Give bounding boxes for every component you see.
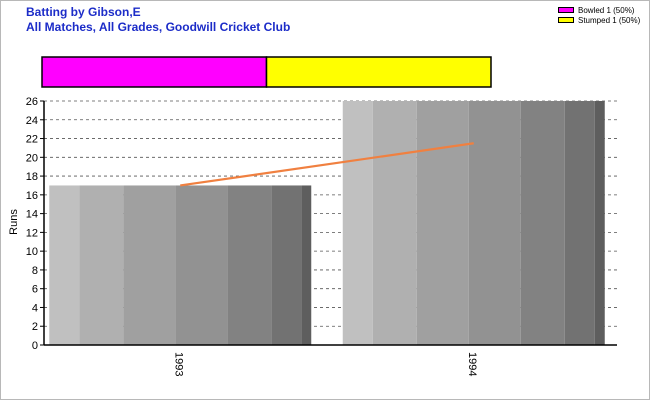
y-tick-label: 12 [26, 227, 38, 239]
y-tick-label: 14 [26, 209, 38, 221]
x-tick-label: 1994 [466, 352, 478, 376]
chart-subtitle: All Matches, All Grades, Goodwill Cricke… [26, 20, 291, 34]
bar-1994 [520, 101, 565, 345]
y-tick-label: 24 [26, 115, 38, 127]
y-axis-title: Runs [8, 209, 20, 235]
bar-1993 [301, 185, 312, 345]
y-tick-label: 26 [26, 96, 38, 108]
y-tick-label: 18 [26, 171, 38, 183]
axes [43, 101, 617, 346]
y-tick-label: 4 [32, 302, 38, 314]
trend-line-group [180, 142, 474, 187]
y-tick-label: 2 [32, 321, 38, 333]
bar-1993 [79, 185, 124, 345]
legend-label-bowled: Bowled 1 (50%) [578, 5, 635, 15]
y-tick-label: 10 [26, 246, 38, 258]
trend-line [180, 142, 474, 187]
y-tick-label: 6 [32, 284, 38, 296]
dismissal-segment-bowled [41, 56, 268, 88]
legend-swatch-stumped [558, 17, 574, 23]
bar-1994 [342, 101, 373, 345]
y-tick-label: 8 [32, 265, 38, 277]
legend: Bowled 1 (50%) Stumped 1 (50%) [558, 5, 640, 25]
x-tick-labels: 1993 1994 [172, 352, 478, 376]
legend-item-bowled: Bowled 1 (50%) [558, 5, 640, 15]
bar-1994 [372, 101, 417, 345]
x-tick-label: 1993 [172, 352, 184, 376]
legend-item-stumped: Stumped 1 (50%) [558, 15, 640, 25]
bar-1994 [468, 101, 521, 345]
bar-1994 [416, 101, 469, 345]
bars [49, 101, 605, 345]
chart-title: Batting by Gibson,E [26, 5, 141, 19]
legend-swatch-bowled [558, 7, 574, 13]
bar-1993 [271, 185, 302, 345]
legend-label-stumped: Stumped 1 (50%) [578, 15, 641, 25]
bar-1993 [227, 185, 272, 345]
bar-1993 [175, 185, 228, 345]
y-tick-label: 16 [26, 190, 38, 202]
y-tick-label: 20 [26, 152, 38, 164]
bar-1993 [49, 185, 80, 345]
bar-1994 [594, 101, 605, 345]
bar-1994 [564, 101, 595, 345]
dismissal-bar [41, 56, 492, 88]
bar-1993 [123, 185, 176, 345]
y-tick-label: 0 [32, 340, 38, 352]
y-tick-label: 22 [26, 134, 38, 146]
dismissal-segment-stumped [265, 56, 492, 88]
